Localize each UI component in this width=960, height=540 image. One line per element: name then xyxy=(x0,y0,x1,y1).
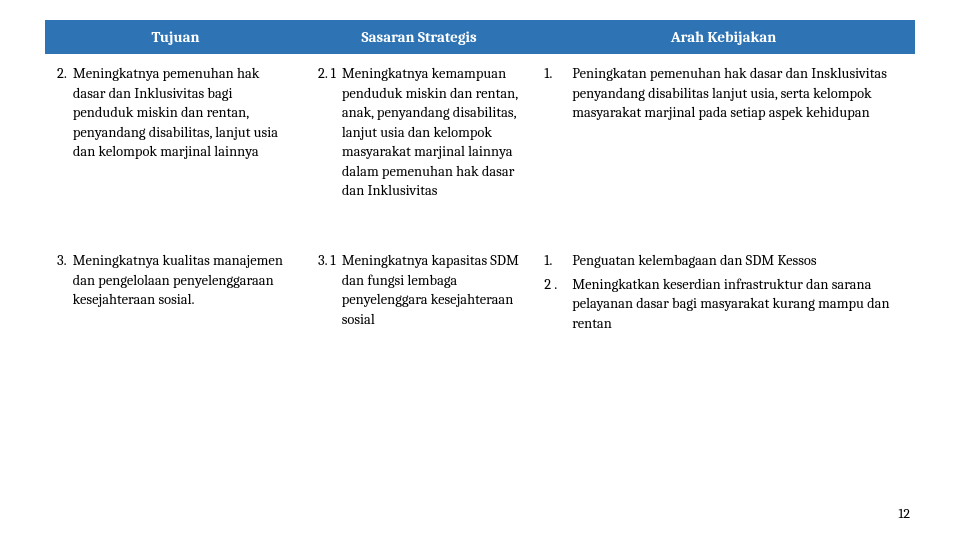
sasaran-number: 3. 1 xyxy=(318,251,336,329)
tujuan-number: 3. xyxy=(57,251,67,310)
arah-number: 1. xyxy=(544,64,566,123)
tujuan-number: 2. xyxy=(57,64,67,162)
cell-sasaran: 2. 1 Meningkatnya kemampuan penduduk mis… xyxy=(306,54,532,241)
arah-text: Penguatan kelembagaan dan SDM Kessos xyxy=(572,251,903,271)
cell-tujuan: 2. Meningkatnya pemenuhan hak dasar dan … xyxy=(45,54,306,241)
tujuan-text: Meningkatnya kualitas manajemen dan peng… xyxy=(73,251,294,310)
tujuan-text: Meningkatnya pemenuhan hak dasar dan Ink… xyxy=(73,64,294,162)
policy-table: Tujuan Sasaran Strategis Arah Kebijakan … xyxy=(45,20,915,373)
cell-tujuan: 3. Meningkatnya kualitas manajemen dan p… xyxy=(45,241,306,373)
cell-arah: 1. Peningkatan pemenuhan hak dasar dan I… xyxy=(532,54,915,241)
table-row: 2. Meningkatnya pemenuhan hak dasar dan … xyxy=(45,54,915,241)
header-tujuan: Tujuan xyxy=(45,20,306,54)
sasaran-number: 2. 1 xyxy=(318,64,336,201)
arah-text: Peningkatan pemenuhan hak dasar dan Insk… xyxy=(572,64,903,123)
arah-number: 1. xyxy=(544,251,566,271)
sasaran-text: Meningkatnya kemampuan penduduk miskin d… xyxy=(342,64,520,201)
table-header-row: Tujuan Sasaran Strategis Arah Kebijakan xyxy=(45,20,915,54)
header-arah: Arah Kebijakan xyxy=(532,20,915,54)
arah-number: 2 . xyxy=(544,275,566,334)
arah-text: Meningkatkan keserdian infrastruktur dan… xyxy=(572,275,903,334)
table-row: 3. Meningkatnya kualitas manajemen dan p… xyxy=(45,241,915,373)
page-number: 12 xyxy=(898,505,910,522)
cell-arah: 1. Penguatan kelembagaan dan SDM Kessos … xyxy=(532,241,915,373)
header-sasaran: Sasaran Strategis xyxy=(306,20,532,54)
sasaran-text: Meningkatnya kapasitas SDM dan fungsi le… xyxy=(342,251,521,329)
cell-sasaran: 3. 1 Meningkatnya kapasitas SDM dan fung… xyxy=(306,241,532,373)
